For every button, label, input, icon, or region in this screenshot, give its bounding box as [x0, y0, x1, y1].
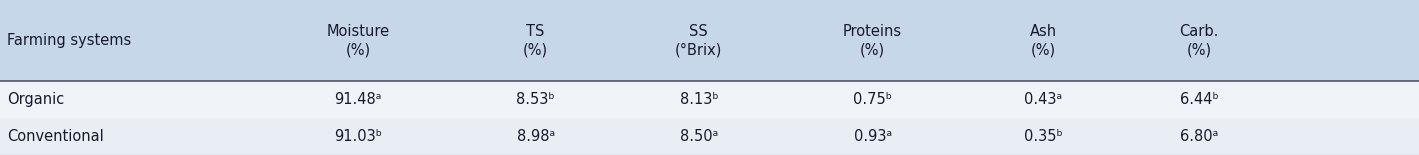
- Text: 0.93ᵃ: 0.93ᵃ: [854, 129, 891, 144]
- Text: Proteins
(%): Proteins (%): [843, 24, 902, 57]
- Text: 8.13ᵇ: 8.13ᵇ: [680, 92, 718, 107]
- Text: 0.43ᵃ: 0.43ᵃ: [1025, 92, 1061, 107]
- Text: 91.03ᵇ: 91.03ᵇ: [335, 129, 382, 144]
- Text: TS
(%): TS (%): [524, 24, 548, 57]
- Text: Carb.
(%): Carb. (%): [1179, 24, 1219, 57]
- Text: 91.48ᵃ: 91.48ᵃ: [335, 92, 382, 107]
- Text: Organic: Organic: [7, 92, 64, 107]
- Text: Ash
(%): Ash (%): [1029, 24, 1057, 57]
- Text: SS
(°Brix): SS (°Brix): [675, 24, 722, 57]
- Text: Conventional: Conventional: [7, 129, 104, 144]
- Bar: [0, 0, 1419, 81]
- Text: Moisture
(%): Moisture (%): [326, 24, 390, 57]
- Text: 8.53ᵇ: 8.53ᵇ: [517, 92, 555, 107]
- Text: 0.35ᵇ: 0.35ᵇ: [1023, 129, 1063, 144]
- Bar: [0, 81, 1419, 118]
- Text: Farming systems: Farming systems: [7, 33, 132, 48]
- Text: 8.98ᵃ: 8.98ᵃ: [517, 129, 555, 144]
- Text: 6.44ᵇ: 6.44ᵇ: [1179, 92, 1219, 107]
- Text: 8.50ᵃ: 8.50ᵃ: [680, 129, 718, 144]
- Bar: [0, 118, 1419, 155]
- Text: 0.75ᵇ: 0.75ᵇ: [853, 92, 893, 107]
- Text: 6.80ᵃ: 6.80ᵃ: [1181, 129, 1218, 144]
